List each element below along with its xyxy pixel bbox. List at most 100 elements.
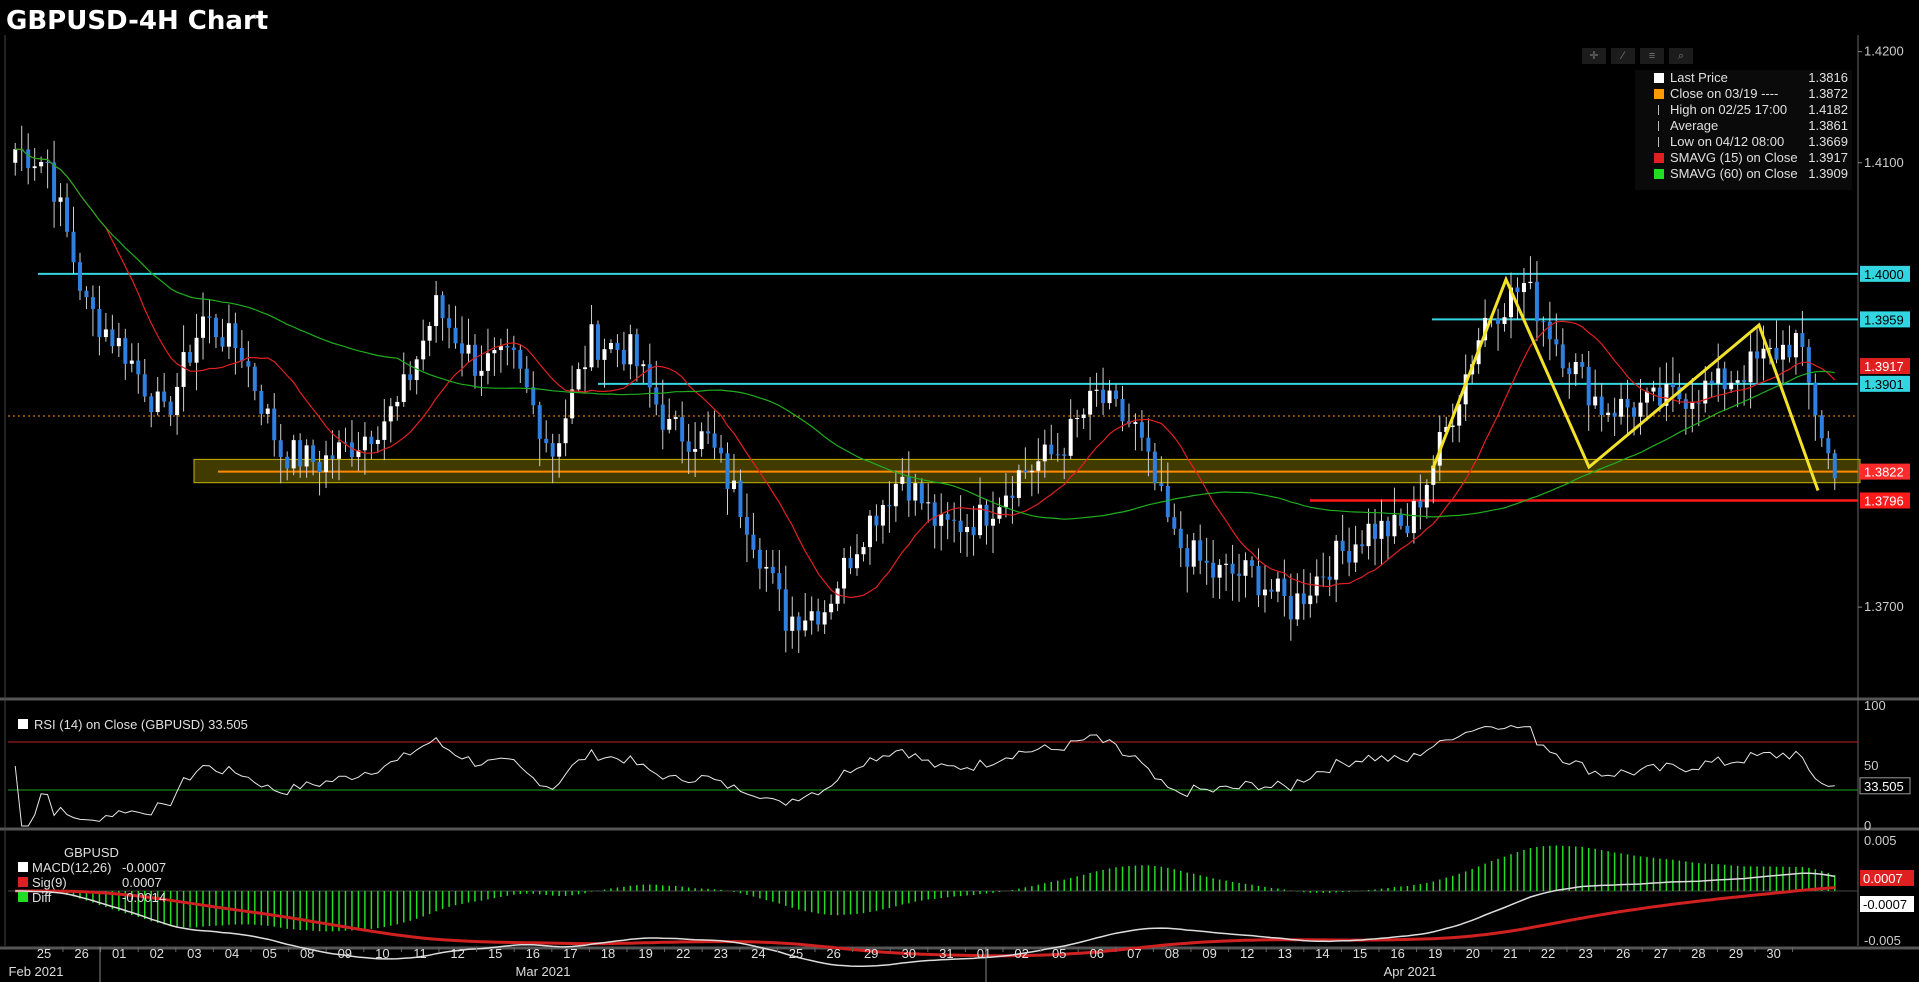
candle-down — [531, 387, 536, 406]
candle-up — [1703, 380, 1708, 404]
double-top-pattern — [1431, 275, 1820, 492]
candle-down — [1062, 454, 1067, 456]
candle-down — [1670, 383, 1675, 388]
x-day-label: 17 — [563, 946, 577, 961]
candle-up — [226, 323, 231, 347]
x-day-label: 01 — [977, 946, 991, 961]
legend-row: Average 1.3861 — [1635, 118, 1852, 134]
candle-up — [602, 349, 607, 360]
candle-down — [1800, 333, 1805, 348]
candle-down — [796, 616, 801, 631]
macd-label: MACD(12,26) — [32, 860, 112, 875]
candle-down — [1049, 444, 1054, 455]
candle-down — [1373, 523, 1378, 539]
macd-legend: GBPUSD MACD(12,26) -0.0007 Sig(9) 0.0007 Dif… — [18, 845, 166, 905]
candle-up — [867, 515, 872, 548]
x-day-label: 20 — [1466, 946, 1480, 961]
high-marker-icon — [1658, 105, 1665, 115]
chart-title: GBPUSD-4H Chart — [6, 6, 269, 36]
candle-up — [1619, 398, 1624, 417]
candle-up — [304, 445, 309, 467]
zoom-icon[interactable]: ⌕ — [1669, 48, 1693, 64]
candle-up — [434, 295, 439, 327]
menu-icon[interactable]: ≡ — [1640, 48, 1664, 64]
candle-up — [1606, 412, 1611, 416]
candle-up — [880, 505, 885, 526]
x-day-label: 26 — [1616, 946, 1630, 961]
candle-down — [680, 417, 685, 442]
legend-row: Low on 04/12 08:00 1.3669 — [1635, 134, 1852, 150]
candle-up — [155, 391, 160, 413]
sma15-line — [15, 148, 1836, 599]
candle-down — [1612, 412, 1617, 417]
candle-down — [1256, 565, 1261, 596]
candle-up — [790, 616, 795, 631]
macd-swatch — [18, 877, 28, 887]
candle-down — [142, 374, 147, 397]
candle-up — [1217, 564, 1222, 578]
legend-swatch — [1654, 169, 1664, 179]
candle-down — [654, 387, 659, 405]
x-day-label: 26 — [74, 946, 88, 961]
candle-up — [576, 369, 581, 390]
candle-up — [570, 389, 575, 419]
candle-down — [90, 297, 95, 309]
candle-down — [220, 337, 225, 347]
candle-down — [757, 549, 762, 569]
rsi-tick-label: 100 — [1864, 698, 1886, 713]
candle-down — [77, 262, 82, 291]
x-day-label: 03 — [187, 946, 201, 961]
price-badge — [1860, 358, 1910, 375]
legend-row: SMAVG (15) on Close 1.3917 — [1635, 150, 1852, 166]
x-day-label: 16 — [526, 946, 540, 961]
candle-down — [298, 440, 303, 467]
price-badge-text: 1.4000 — [1864, 267, 1904, 282]
candle-up — [194, 337, 199, 363]
candle-down — [686, 441, 691, 452]
draw-icon[interactable]: ∕ — [1611, 48, 1635, 64]
candle-down — [511, 347, 516, 350]
candle-up — [1729, 382, 1734, 390]
x-day-label: 15 — [488, 946, 502, 961]
x-day-label: 09 — [338, 946, 352, 961]
x-month-label: Feb 2021 — [9, 964, 64, 979]
candle-up — [667, 418, 672, 430]
candle-up — [1366, 523, 1371, 547]
crosshair-icon[interactable]: ✛ — [1582, 48, 1606, 64]
macd-signal-line — [15, 886, 1835, 958]
legend-value: 1.3872 — [1808, 86, 1848, 101]
macd-legend-row: MACD(12,26) -0.0007 — [18, 860, 166, 875]
candle-down — [621, 350, 626, 365]
x-day-label: 26 — [826, 946, 840, 961]
x-day-label: 06 — [1090, 946, 1104, 961]
price-tick-label: 1.3700 — [1864, 599, 1904, 614]
candle-down — [777, 573, 782, 590]
candle-down — [259, 390, 264, 414]
candle-up — [1075, 418, 1080, 420]
candle-up — [822, 612, 827, 625]
candle-up — [608, 343, 613, 350]
candle-down — [1010, 495, 1015, 498]
legend-value: 1.3669 — [1808, 134, 1848, 149]
candle-down — [615, 343, 620, 351]
candle-up — [291, 440, 296, 469]
candle-down — [1806, 347, 1811, 383]
candle-down — [123, 338, 128, 364]
macd-legend-row: Sig(9) 0.0007 — [18, 875, 166, 890]
price-badge — [1860, 463, 1910, 480]
candle-up — [1224, 563, 1229, 565]
candle-up — [1411, 500, 1416, 534]
candle-up — [181, 352, 186, 387]
candle-up — [1528, 281, 1533, 284]
candle-up — [1521, 283, 1526, 293]
candle-down — [1211, 562, 1216, 578]
candle-down — [1327, 576, 1332, 580]
candle-up — [388, 406, 393, 422]
candle-down — [349, 442, 354, 458]
candle-down — [330, 455, 335, 459]
candle-down — [343, 442, 348, 444]
double-top-line — [1431, 275, 1820, 492]
candle-up — [13, 149, 18, 163]
macd-swatch — [18, 892, 28, 902]
